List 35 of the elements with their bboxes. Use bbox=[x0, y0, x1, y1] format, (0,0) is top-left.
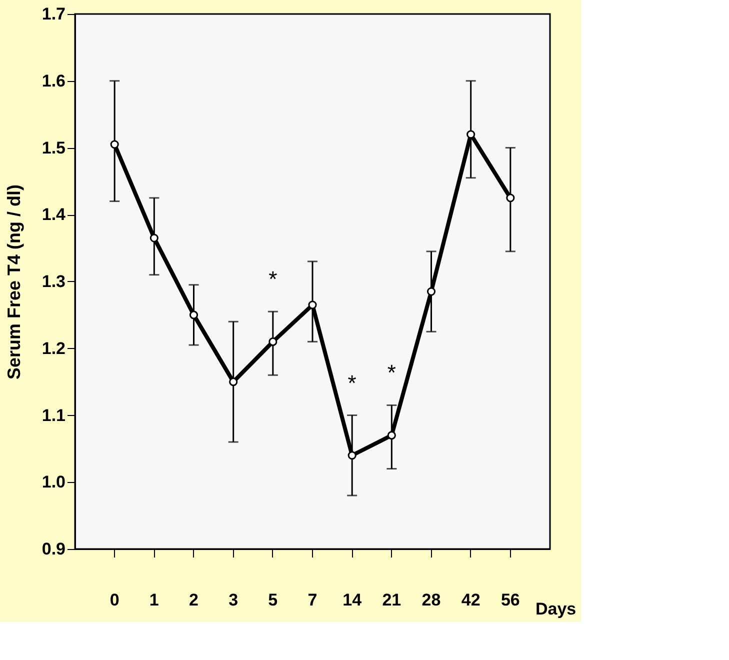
x-tick-label: 1 bbox=[149, 590, 159, 610]
point bbox=[150, 234, 158, 242]
x-tick-label: 14 bbox=[342, 590, 362, 610]
point bbox=[387, 431, 396, 440]
y-tick-label: 1.5 bbox=[42, 138, 66, 158]
annotation: * bbox=[348, 370, 357, 396]
y-tick-label: 1.0 bbox=[42, 472, 66, 492]
point bbox=[189, 310, 198, 320]
point bbox=[110, 140, 119, 149]
y-tick-label: 1.1 bbox=[42, 406, 66, 425]
x-tick-label: 28 bbox=[422, 590, 441, 610]
point bbox=[268, 337, 278, 346]
y-tick-label: 0.9 bbox=[42, 540, 66, 558]
annotation: * bbox=[268, 266, 278, 292]
y-tick-label: 1.6 bbox=[42, 71, 66, 90]
x-axis-title: Days bbox=[536, 600, 576, 618]
point bbox=[506, 194, 515, 202]
point bbox=[348, 451, 356, 460]
x-tick-label: 7 bbox=[308, 590, 318, 610]
x-tick-label: 5 bbox=[268, 590, 278, 610]
y-tick-label: 1.4 bbox=[42, 205, 66, 224]
x-tick-label: 42 bbox=[461, 590, 480, 610]
y-tick-label: 1.2 bbox=[42, 338, 66, 358]
x-tick-label: 56 bbox=[500, 590, 520, 610]
y-axis-title: Serum Free T4 (ng / dl) bbox=[4, 184, 24, 380]
y-tick-label: 1.7 bbox=[42, 4, 66, 24]
y-tick-label: 1.3 bbox=[42, 272, 66, 291]
point bbox=[426, 287, 436, 296]
point bbox=[229, 378, 238, 386]
x-tick-label: 3 bbox=[228, 590, 238, 610]
x-tick-label: 0 bbox=[110, 590, 120, 610]
point bbox=[308, 300, 317, 310]
annotation: * bbox=[387, 360, 396, 386]
x-tick-label: 21 bbox=[382, 590, 402, 610]
x-tick-label: 2 bbox=[189, 590, 198, 610]
